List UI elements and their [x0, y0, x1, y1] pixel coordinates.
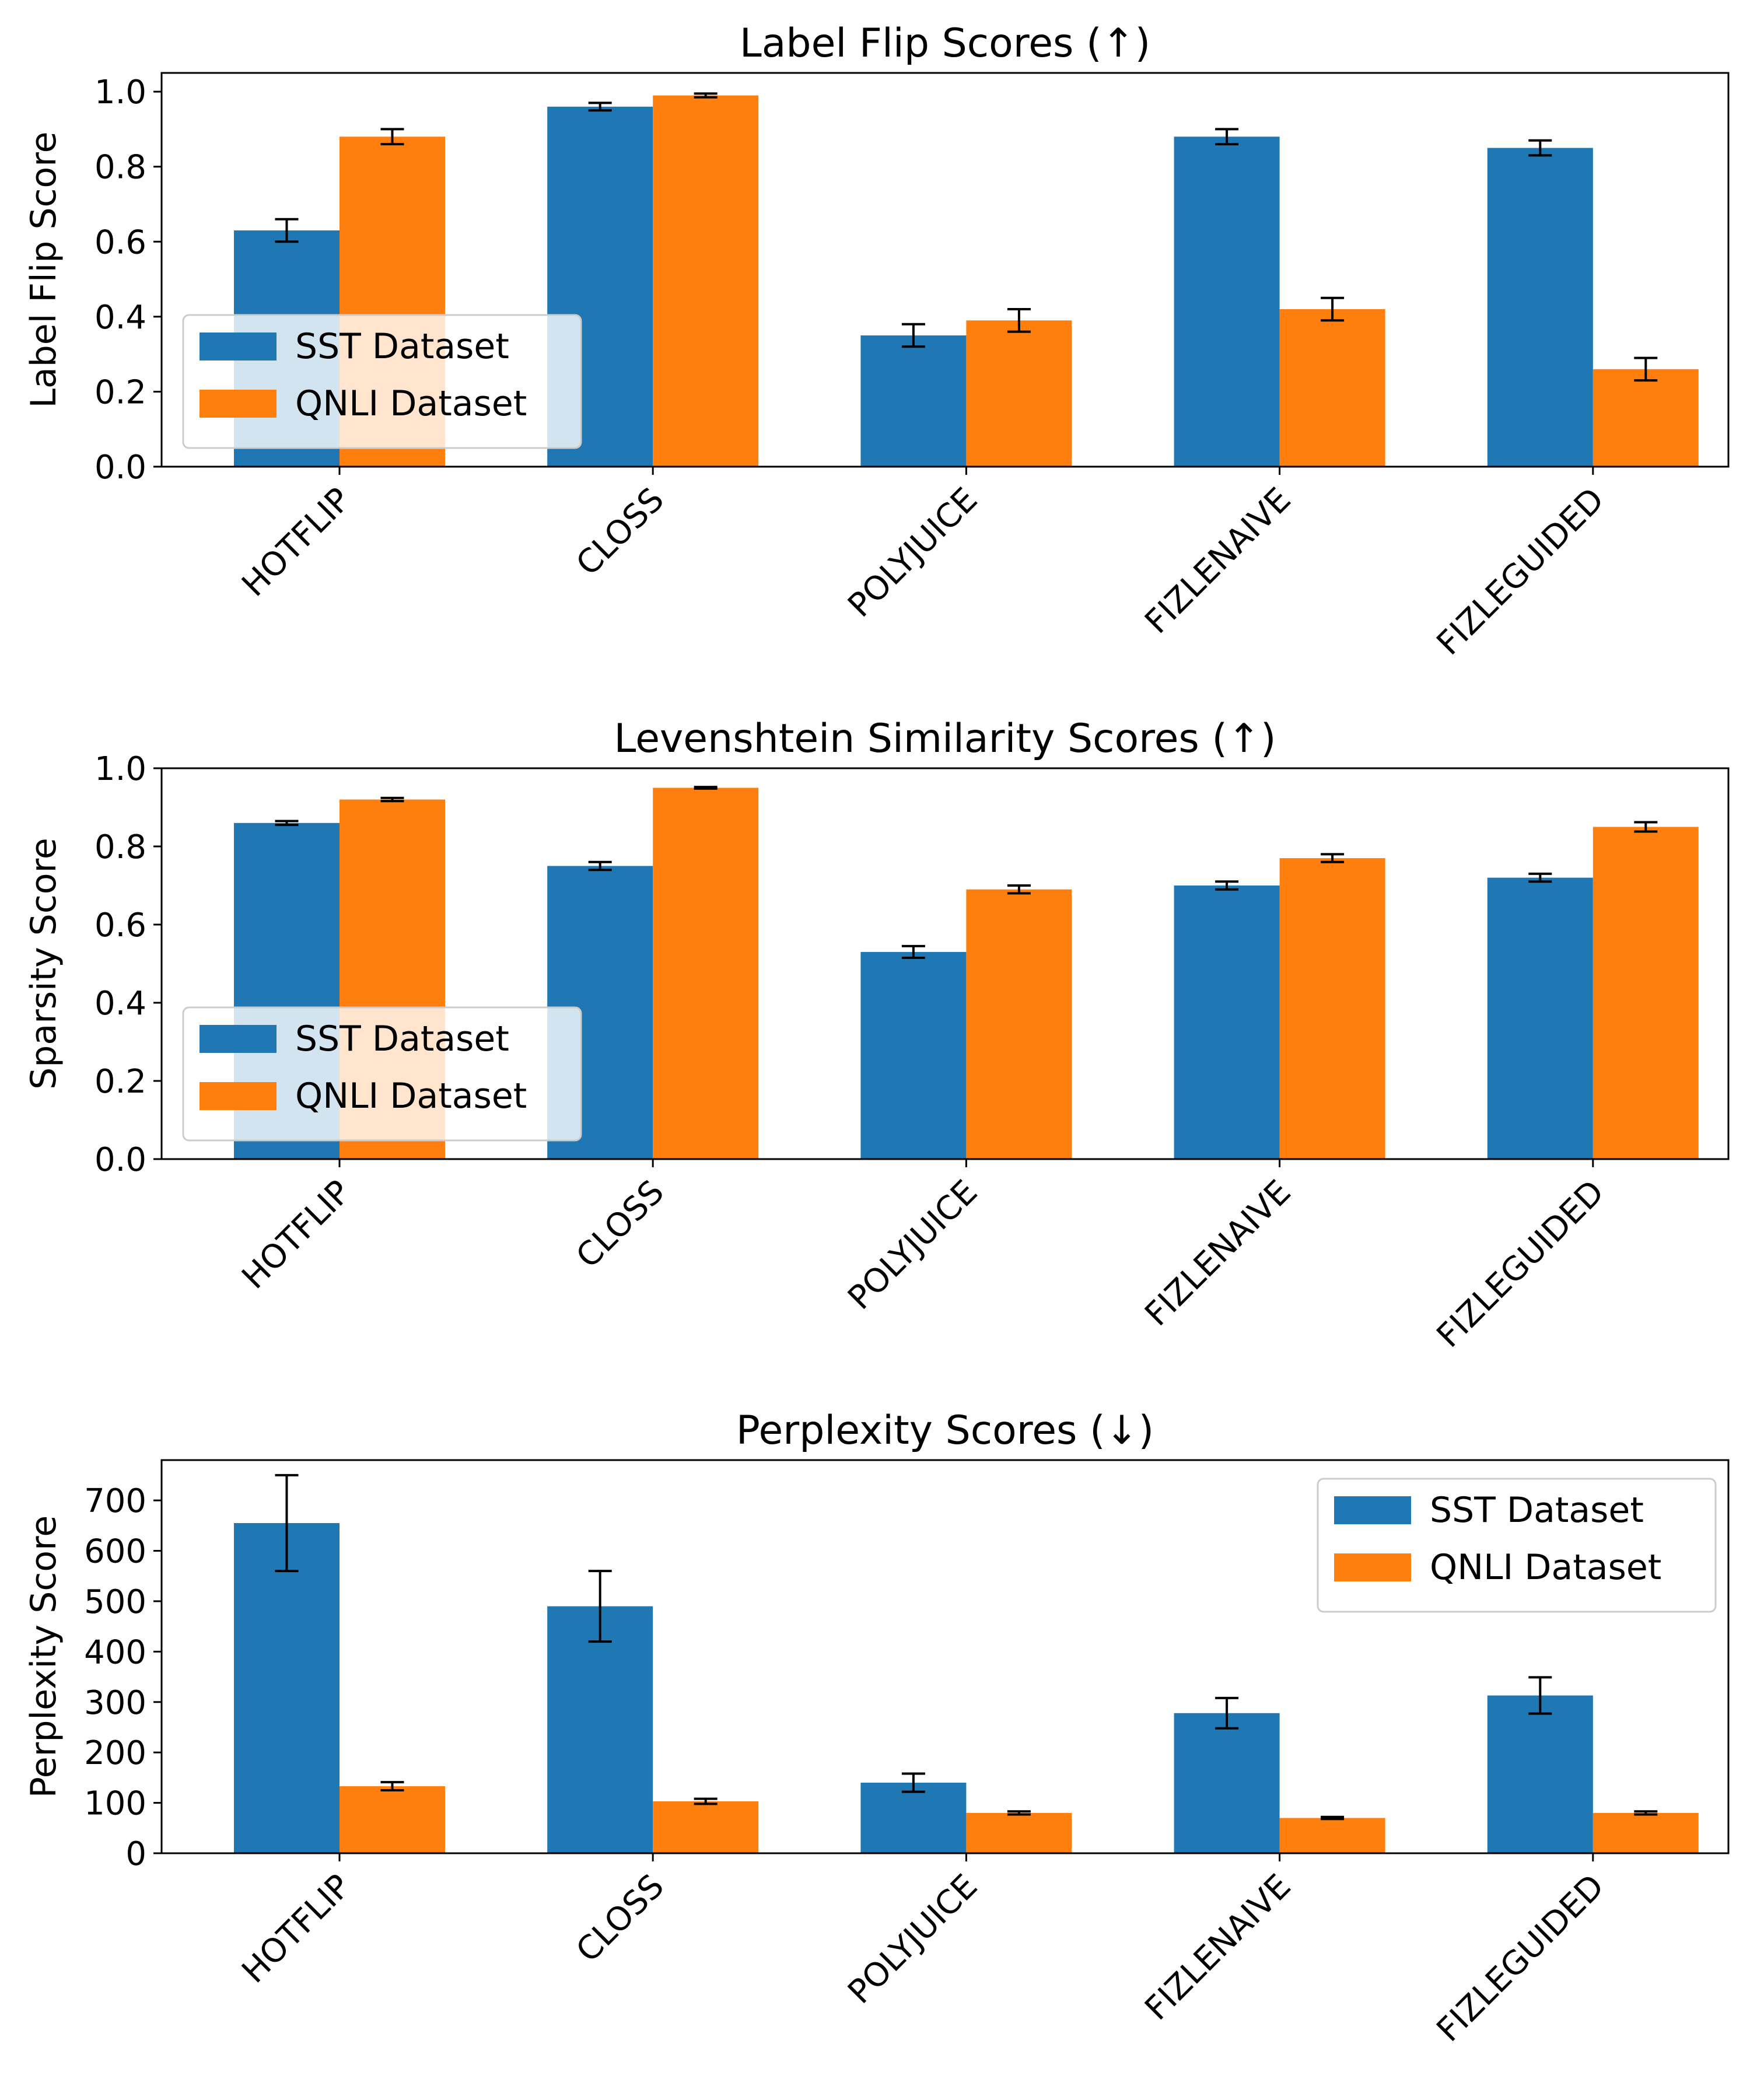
bar-qnli-fizlenaive — [1279, 309, 1385, 467]
x-tick-label-closs: CLOSS — [569, 1173, 671, 1276]
bar-sst-polyjuice — [860, 335, 967, 467]
bar-sst-hotflip — [234, 1523, 340, 1853]
legend-swatch-sst — [1334, 1496, 1411, 1524]
legend-box — [1317, 1478, 1717, 1613]
bar-qnli-closs — [653, 1801, 759, 1853]
x-tick-label-polyjuice: POLYJUICE — [841, 1867, 985, 2011]
legend-swatch-sst — [200, 1025, 276, 1053]
bar-sst-fizleguided — [1487, 1695, 1593, 1853]
legend-label-qnli: QNLI Dataset — [295, 1076, 527, 1116]
legend-swatch-qnli — [200, 390, 276, 418]
bar-sst-fizlenaive — [1174, 1713, 1280, 1853]
chart-panel-3: Perplexity Scores (↓) Perplexity Score 0 10… — [23, 1408, 1730, 2049]
x-tick-label-hotflip: HOTFLIP — [235, 481, 358, 604]
y-tick-label: 0.6 — [94, 223, 146, 261]
legend-swatch-sst — [200, 332, 276, 360]
bar-qnli-fizleguided — [1592, 1812, 1699, 1853]
bar-qnli-fizleguided — [1592, 369, 1699, 467]
bar-sst-fizleguided — [1487, 148, 1593, 467]
y-tick-label: 0.8 — [94, 149, 146, 187]
x-tick-label-polyjuice: POLYJUICE — [841, 1173, 985, 1317]
bar-qnli-fizlenaive — [1279, 858, 1385, 1159]
bar-qnli-hotflip — [340, 1786, 445, 1853]
y-tick-label: 0.2 — [94, 373, 146, 411]
chart-panel-2: Levenshtein Similarity Scores (↑) Sparsit… — [23, 716, 1730, 1355]
y-tick-label: 100 — [84, 1785, 146, 1823]
legend: SST Dataset QNLI Dataset — [1317, 1478, 1717, 1613]
bar-sst-polyjuice — [860, 1783, 967, 1853]
x-tick-label-fizleguided: FIZLEGUIDED — [1430, 1867, 1612, 2049]
y-tick-label: 300 — [84, 1684, 146, 1722]
x-tick-label-polyjuice: POLYJUICE — [841, 481, 985, 625]
legend-box — [182, 1006, 582, 1142]
legend-label-qnli: QNLI Dataset — [295, 383, 527, 424]
bar-sst-fizleguided — [1487, 877, 1593, 1159]
y-tick-label: 200 — [84, 1734, 146, 1772]
y-tick-label: 0.0 — [94, 449, 146, 487]
bar-qnli-closs — [653, 95, 759, 467]
x-tick-label-fizleguided: FIZLEGUIDED — [1430, 481, 1612, 663]
legend-label-sst: SST Dataset — [1430, 1490, 1644, 1531]
y-tick-label: 700 — [84, 1482, 146, 1520]
y-tick-label: 0.0 — [94, 1141, 146, 1179]
x-tick-label-hotflip: HOTFLIP — [235, 1173, 358, 1296]
legend-label-qnli: QNLI Dataset — [1430, 1547, 1661, 1588]
axes-frame — [160, 1459, 1730, 1854]
y-tick-label: 0.4 — [94, 985, 146, 1023]
legend: SST Dataset QNLI Dataset — [182, 1006, 582, 1142]
x-tick-label-fizlenaive: FIZLENAIVE — [1138, 1867, 1298, 2028]
y-tick-label: 0.2 — [94, 1063, 146, 1101]
bar-qnli-closs — [653, 788, 759, 1159]
x-tick-label-fizlenaive: FIZLENAIVE — [1138, 1173, 1298, 1334]
y-tick-label: 1.0 — [94, 74, 146, 111]
x-tick-label-hotflip: HOTFLIP — [235, 1867, 358, 1990]
chart-title: Levenshtein Similarity Scores (↑) — [614, 716, 1276, 762]
x-tick-label-closs: CLOSS — [569, 481, 671, 583]
y-axis-label: Perplexity Score — [23, 1516, 64, 1798]
y-tick-label: 0.4 — [94, 299, 146, 337]
bar-qnli-polyjuice — [966, 320, 1072, 467]
y-tick-label: 0.8 — [94, 828, 146, 866]
y-tick-label: 0 — [125, 1835, 146, 1873]
y-axis-label: Sparsity Score — [23, 838, 64, 1090]
bar-qnli-polyjuice — [966, 1812, 1072, 1853]
legend: SST Dataset QNLI Dataset — [182, 314, 582, 449]
bar-sst-fizlenaive — [1174, 886, 1280, 1159]
bar-sst-polyjuice — [860, 951, 967, 1159]
y-tick-label: 600 — [84, 1533, 146, 1571]
axes-frame — [160, 72, 1730, 468]
y-tick-label: 400 — [84, 1633, 146, 1671]
chart-title: Label Flip Scores (↑) — [740, 20, 1150, 66]
x-tick-label-fizlenaive: FIZLENAIVE — [1138, 481, 1298, 641]
y-tick-label: 0.6 — [94, 907, 146, 944]
bar-sst-closs — [547, 1606, 653, 1853]
legend-swatch-qnli — [1334, 1553, 1411, 1581]
legend-box — [182, 314, 582, 449]
bar-qnli-fizlenaive — [1279, 1818, 1385, 1853]
y-tick-label: 1.0 — [94, 750, 146, 788]
legend-label-sst: SST Dataset — [295, 1019, 509, 1059]
x-tick-label-fizleguided: FIZLEGUIDED — [1430, 1173, 1612, 1355]
bar-sst-fizlenaive — [1174, 136, 1280, 467]
chart-panel-1: Label Flip Scores (↑) Label Flip Score 0.0… — [23, 20, 1730, 663]
legend-swatch-qnli — [200, 1082, 276, 1110]
chart-title: Perplexity Scores (↓) — [736, 1408, 1154, 1454]
bar-qnli-fizleguided — [1592, 827, 1699, 1159]
x-tick-label-closs: CLOSS — [569, 1867, 671, 1970]
axes-frame — [160, 767, 1730, 1160]
bar-qnli-polyjuice — [966, 889, 1072, 1159]
legend-label-sst: SST Dataset — [295, 326, 509, 367]
y-tick-label: 500 — [84, 1583, 146, 1621]
y-axis-label: Label Flip Score — [23, 132, 64, 408]
